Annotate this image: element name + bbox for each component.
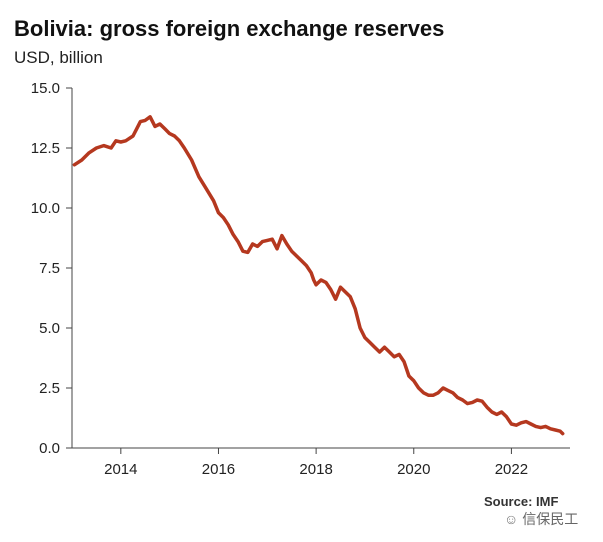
y-tick-label: 15.0 bbox=[31, 80, 60, 97]
x-tick-label: 2016 bbox=[202, 461, 235, 478]
x-tick-label: 2020 bbox=[397, 461, 430, 478]
y-tick-label: 5.0 bbox=[39, 320, 60, 337]
watermark-text: 信保民工 bbox=[522, 511, 579, 527]
chart-title: Bolivia: gross foreign exchange reserves bbox=[14, 16, 445, 41]
y-tick-label: 7.5 bbox=[39, 260, 60, 277]
y-axis: 0.0 2.5 5.0 7.5 10.0 12.5 15.0 bbox=[31, 80, 72, 457]
chart-subtitle: USD, billion bbox=[14, 48, 103, 67]
y-tick-label: 2.5 bbox=[39, 380, 60, 397]
y-tick-label: 0.0 bbox=[39, 440, 60, 457]
x-tick-label: 2014 bbox=[104, 461, 137, 478]
wechat-logo-icon: ☺ bbox=[504, 511, 519, 527]
x-axis: 2014 2016 2018 2020 2022 bbox=[104, 448, 528, 478]
series-line-0 bbox=[72, 115, 565, 436]
y-tick-label: 10.0 bbox=[31, 200, 60, 217]
series-group bbox=[72, 115, 565, 436]
source-note: Source: IMF bbox=[484, 494, 559, 509]
watermark: ☺ 信保民工 bbox=[504, 509, 578, 529]
x-tick-label: 2022 bbox=[495, 461, 528, 478]
x-tick-label: 2018 bbox=[299, 461, 332, 478]
axes bbox=[71, 88, 570, 449]
y-tick-label: 12.5 bbox=[31, 140, 60, 157]
